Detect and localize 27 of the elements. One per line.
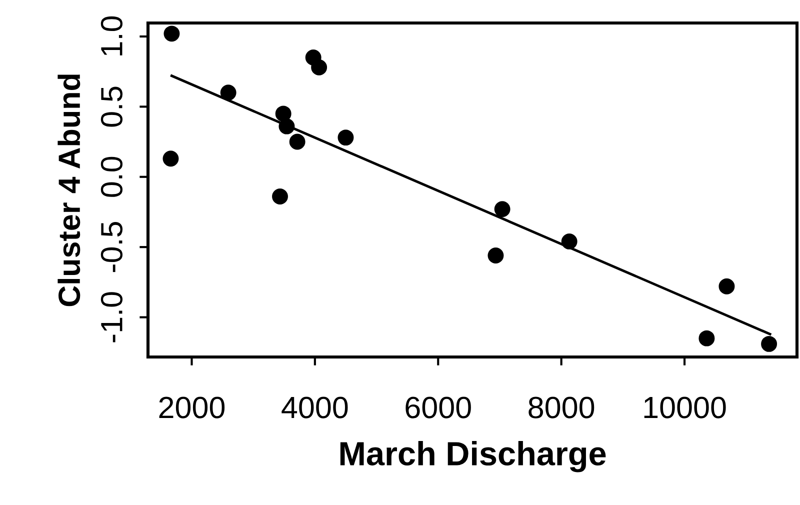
x-tick-label: 8000 <box>528 396 594 418</box>
x-tick-label: 10000 <box>644 396 726 418</box>
y-tick-label: 0.5 <box>100 86 123 127</box>
y-tick-label: -1.0 <box>100 292 123 342</box>
x-tick-label: 2000 <box>159 396 225 418</box>
point <box>272 188 288 205</box>
point <box>488 248 504 264</box>
point <box>718 278 735 294</box>
point <box>311 59 328 76</box>
point <box>761 336 778 352</box>
point <box>278 118 295 134</box>
y-tick-label: 1.0 <box>100 16 123 56</box>
y-axis-title: Cluster 4 Abund <box>58 74 80 306</box>
point <box>494 201 510 218</box>
y-tick-label: 0.0 <box>100 156 123 197</box>
x-axis-title: March Discharge <box>340 441 606 472</box>
point <box>275 106 292 122</box>
point <box>164 26 180 42</box>
point <box>338 130 354 146</box>
x-tick-label: 6000 <box>406 396 471 418</box>
point <box>162 150 179 167</box>
point <box>561 233 578 250</box>
x-tick-label: 4000 <box>282 396 348 418</box>
y-tick-label: -0.5 <box>100 222 123 272</box>
point <box>698 330 715 346</box>
point <box>220 84 236 101</box>
point <box>289 134 306 150</box>
